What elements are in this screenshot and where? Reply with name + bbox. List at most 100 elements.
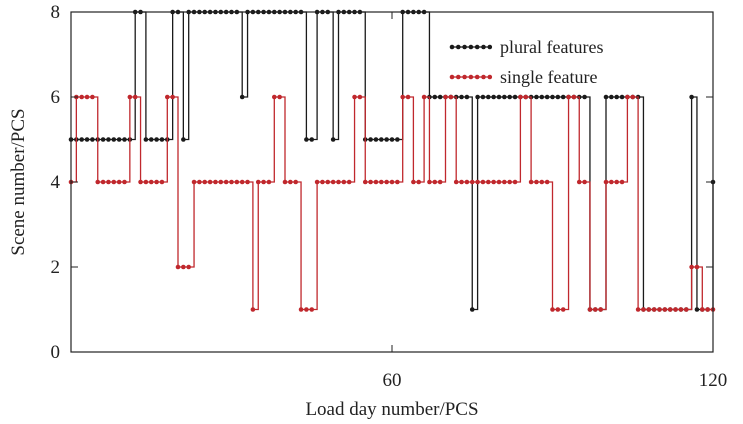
- data-point: [122, 179, 127, 185]
- data-point: [148, 179, 154, 185]
- legend-label: single feature: [500, 67, 597, 87]
- data-point: [464, 179, 470, 185]
- legend-entry: plural features: [449, 37, 603, 57]
- legend-swatch-marker: [481, 74, 486, 80]
- data-point: [432, 179, 438, 185]
- data-point: [614, 179, 619, 185]
- data-point: [272, 94, 277, 100]
- data-point: [625, 94, 630, 100]
- data-point: [116, 179, 122, 185]
- y-tick-label: 2: [51, 257, 61, 278]
- data-point: [159, 137, 165, 142]
- data-point: [379, 137, 384, 142]
- data-point: [662, 307, 668, 312]
- series-line: [71, 96, 713, 311]
- legend-swatch-marker: [474, 44, 480, 50]
- data-point: [614, 94, 619, 100]
- data-point: [502, 179, 507, 185]
- data-point: [459, 94, 464, 100]
- data-point: [571, 94, 577, 100]
- data-point: [480, 179, 486, 185]
- data-point: [245, 179, 250, 185]
- data-point: [288, 179, 293, 185]
- data-point: [523, 94, 529, 100]
- x-tick-label: 120: [699, 370, 728, 391]
- data-point: [480, 94, 486, 100]
- legend-swatch-marker: [456, 74, 461, 80]
- data-point: [395, 137, 400, 142]
- data-point: [496, 179, 502, 185]
- data-point: [700, 307, 705, 312]
- data-point: [223, 179, 229, 185]
- data-point: [95, 179, 101, 185]
- legend-swatch-marker: [449, 74, 455, 80]
- data-point: [609, 179, 614, 185]
- data-point: [314, 179, 320, 185]
- data-point: [261, 179, 266, 185]
- data-point: [352, 94, 357, 100]
- data-point: [213, 179, 218, 185]
- legend-swatch-marker: [468, 74, 474, 80]
- data-point: [464, 94, 470, 100]
- data-point: [132, 94, 138, 100]
- data-point: [346, 179, 352, 185]
- data-point: [411, 179, 416, 185]
- data-point: [84, 94, 90, 100]
- data-point: [84, 137, 90, 142]
- data-point: [486, 179, 491, 185]
- data-point: [250, 307, 256, 312]
- legend-swatch-marker: [487, 74, 493, 80]
- data-point: [143, 179, 149, 185]
- data-point: [100, 137, 106, 142]
- data-point: [593, 307, 598, 312]
- y-tick-label: 4: [51, 172, 61, 193]
- data-point: [486, 94, 491, 100]
- data-point: [186, 264, 191, 270]
- data-point: [181, 264, 186, 270]
- data-point: [197, 179, 202, 185]
- data-point: [694, 264, 700, 270]
- data-point: [469, 307, 475, 312]
- data-point: [560, 307, 566, 312]
- data-point: [336, 179, 341, 185]
- data-point: [603, 179, 609, 185]
- data-point: [673, 307, 678, 312]
- data-point: [651, 307, 657, 312]
- data-point: [502, 94, 507, 100]
- data-point: [330, 179, 336, 185]
- data-point: [689, 94, 694, 100]
- data-point: [469, 179, 475, 185]
- data-point: [90, 94, 95, 100]
- data-point: [229, 179, 234, 185]
- x-axis-label: Load day number/PCS: [305, 399, 478, 420]
- data-point: [106, 137, 111, 142]
- data-point: [298, 307, 304, 312]
- data-point: [159, 179, 165, 185]
- data-point: [111, 137, 117, 142]
- data-point: [560, 94, 566, 100]
- data-point: [170, 94, 175, 100]
- data-point: [507, 94, 512, 100]
- data-point: [389, 179, 395, 185]
- data-point: [550, 94, 555, 100]
- data-point: [694, 307, 700, 312]
- data-point: [368, 137, 373, 142]
- y-axis-label: Scene number/PCS: [8, 108, 29, 255]
- data-point: [127, 94, 133, 100]
- legend-label: plural features: [500, 37, 603, 57]
- data-point: [512, 94, 518, 100]
- data-point: [453, 179, 459, 185]
- legend-swatch-marker: [456, 44, 461, 50]
- series-single-feature: [68, 94, 716, 312]
- data-point: [165, 94, 170, 100]
- data-point: [641, 307, 646, 312]
- legend-swatch-marker: [462, 44, 467, 50]
- data-point: [689, 264, 694, 270]
- data-point: [555, 307, 561, 312]
- data-point: [143, 137, 149, 142]
- data-point: [207, 179, 213, 185]
- data-point: [630, 94, 636, 100]
- data-point: [619, 179, 625, 185]
- data-point: [421, 94, 427, 100]
- data-point: [154, 137, 159, 142]
